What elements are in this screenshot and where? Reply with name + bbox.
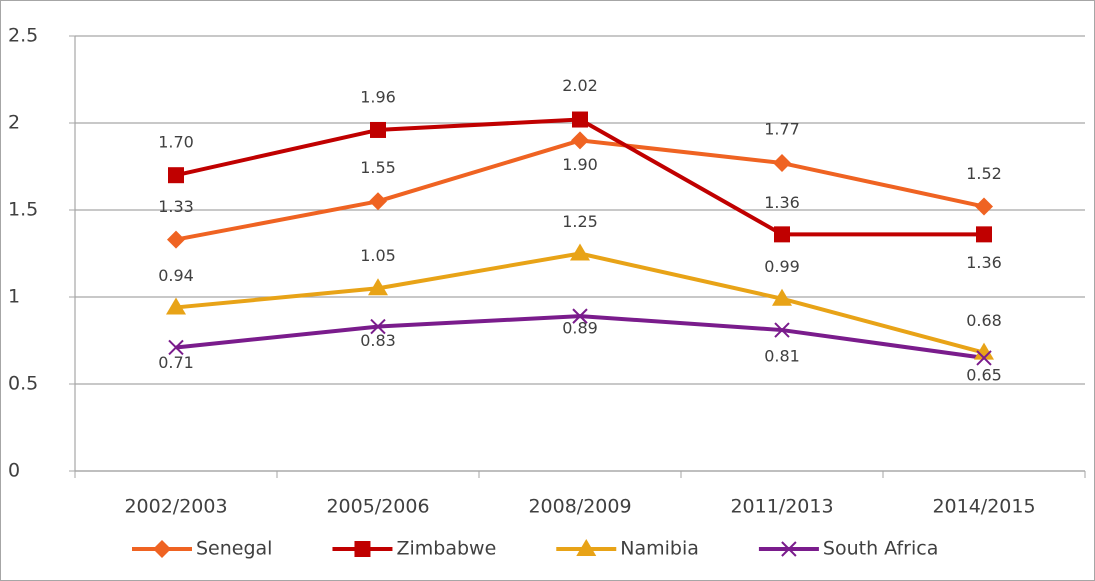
marker [354, 541, 371, 557]
data-label: 1.36 [966, 253, 1002, 272]
y-tick-label: 2.5 [8, 25, 38, 47]
x-tick-label: 2002/2003 [124, 496, 227, 518]
marker [572, 111, 588, 128]
y-tick-label: 0.5 [8, 373, 38, 395]
x-tick-label: 2008/2009 [528, 496, 631, 518]
marker [772, 288, 792, 306]
data-label: 0.83 [360, 331, 396, 350]
marker [975, 197, 993, 216]
marker [781, 541, 797, 557]
marker [571, 131, 589, 150]
data-label: 1.77 [764, 120, 800, 139]
legend-label: Namibia [620, 538, 699, 560]
marker [976, 226, 992, 243]
data-label: 0.65 [966, 365, 1002, 384]
data-label: 1.36 [764, 193, 800, 212]
data-label: 0.68 [966, 311, 1002, 330]
marker [369, 192, 387, 211]
marker [773, 154, 791, 173]
marker [976, 350, 992, 366]
marker [370, 121, 386, 138]
marker [168, 167, 184, 184]
data-label: 1.05 [360, 246, 396, 265]
marker [166, 297, 186, 315]
marker [774, 322, 790, 338]
data-label: 2.02 [562, 76, 598, 95]
y-tick-label: 0 [8, 460, 20, 482]
marker [153, 540, 171, 558]
data-label: 0.89 [562, 319, 598, 338]
marker [974, 342, 994, 360]
data-label: 1.96 [360, 87, 396, 106]
data-label: 0.94 [158, 266, 194, 285]
marker [368, 278, 388, 296]
legend-label: Senegal [196, 538, 272, 560]
data-label: 0.81 [764, 347, 800, 366]
y-tick-label: 1 [8, 286, 20, 308]
data-label: 0.71 [158, 353, 194, 372]
marker [774, 226, 790, 243]
legend-label: South Africa [823, 538, 938, 560]
data-label: 0.99 [764, 257, 800, 276]
legend-label: Zimbabwe [396, 538, 496, 560]
x-tick-label: 2011/2013 [730, 496, 833, 518]
marker [570, 243, 590, 261]
x-tick-label: 2005/2006 [326, 496, 429, 518]
data-label: 1.70 [158, 133, 194, 152]
data-label: 1.55 [360, 158, 396, 177]
y-tick-label: 1.5 [8, 199, 38, 221]
data-label: 1.33 [158, 197, 194, 216]
data-label: 1.90 [562, 155, 598, 174]
marker [167, 230, 185, 249]
marker [576, 539, 597, 556]
marker [168, 339, 184, 356]
x-tick-label: 2014/2015 [932, 496, 1035, 518]
data-label: 1.25 [562, 212, 598, 231]
y-tick-label: 2 [8, 112, 20, 134]
data-label: 1.52 [966, 164, 1002, 183]
marker [370, 318, 386, 335]
marker [572, 308, 588, 324]
